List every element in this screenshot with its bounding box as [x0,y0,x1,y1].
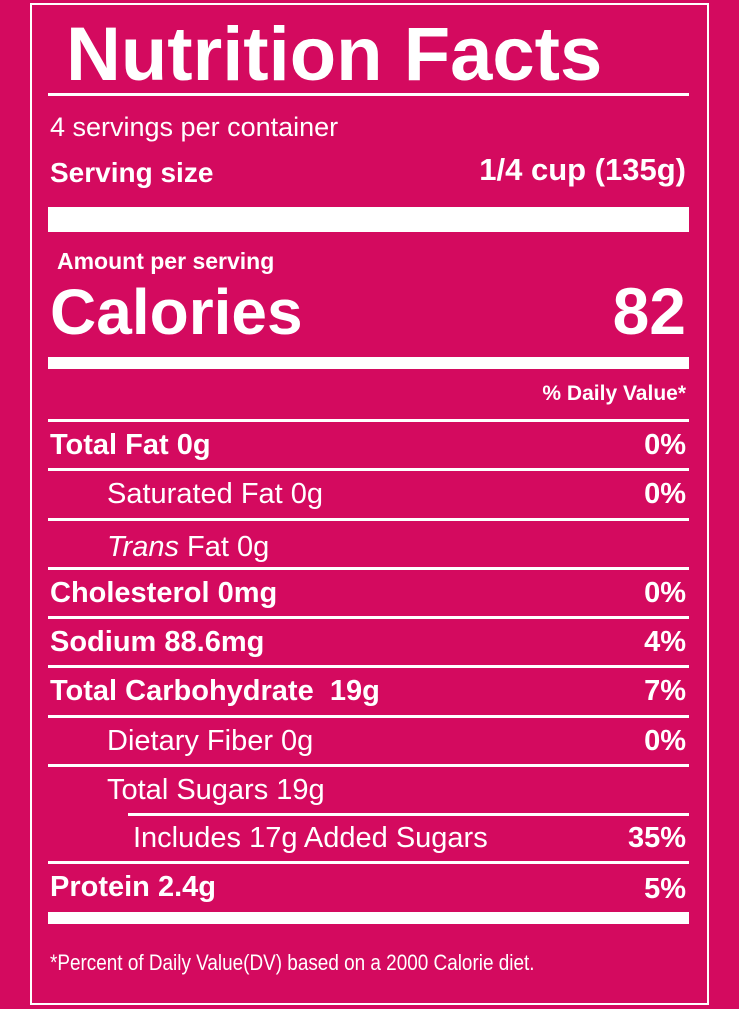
dv-header: % Daily Value* [542,382,686,405]
rule [48,518,689,521]
thick-rule [48,207,689,232]
rule [48,764,689,767]
row-label: Total Fat 0g [50,429,211,461]
rule [48,861,689,864]
thick-rule [48,357,689,369]
frame [30,3,709,1005]
trans-label: Trans [107,531,179,563]
row-dv: 0% [644,577,686,609]
row-label: Sodium 88.6mg [50,626,265,658]
row-dv: 5% [644,873,686,905]
row-label: Total Carbohydrate 19g [50,675,380,707]
rule [48,93,689,96]
thick-rule [48,912,689,924]
amount-per-serving: Amount per serving [57,248,275,274]
rule [48,616,689,619]
footnote: *Percent of Daily Value(DV) based on a 2… [50,950,535,975]
row-label: Trans Fat 0g [107,533,269,562]
rule [128,813,689,816]
title: Nutrition Facts [66,12,603,97]
row-label: Protein 2.4g [50,871,216,903]
calories-value: 82 [612,274,686,348]
row-label: Includes 17g Added Sugars [133,822,488,854]
row-dv: 4% [644,626,686,658]
row-dv: 0% [644,725,686,757]
serving-size-label: Serving size [50,157,214,188]
row-label: Total Sugars 19g [107,774,325,806]
row-label: Dietary Fiber 0g [107,725,314,757]
rule [48,419,689,422]
row-dv: 0% [644,478,686,510]
calories-label: Calories [50,276,303,348]
servings: 4 servings per container [50,112,339,142]
trans-fat-label: Fat 0g [187,531,270,563]
row-label: Saturated Fat 0g [107,478,324,510]
row-dv: 7% [644,675,686,707]
row-label: Cholesterol 0mg [50,577,278,609]
serving-size-value: 1/4 cup (135g) [479,152,686,187]
row-dv: 35% [627,822,686,854]
rule [48,468,689,471]
rule [48,567,689,570]
row-dv: 0% [644,429,686,461]
rule [48,715,689,718]
rule [48,665,689,668]
